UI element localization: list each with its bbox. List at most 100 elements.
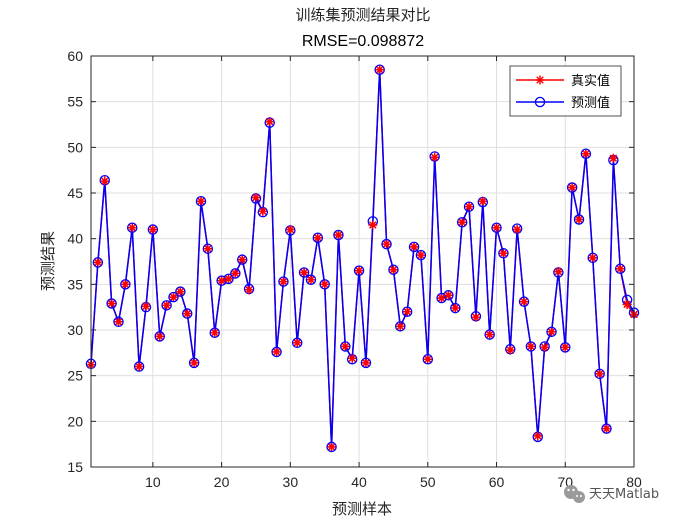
series-pred-point: [181, 308, 193, 319]
series-real-point-overlay: [320, 280, 329, 289]
series-pred-point: [147, 224, 159, 235]
series-real-point-overlay: [478, 197, 487, 206]
series-pred-point: [484, 329, 495, 340]
series-real-point-overlay: [458, 218, 467, 227]
series-pred-point: [326, 441, 337, 453]
series-real-point-overlay: [183, 309, 192, 318]
series-pred-point: [374, 64, 385, 75]
series-real-point-overlay: [375, 65, 384, 74]
series-real-point-overlay: [568, 183, 577, 192]
series-pred-point: [236, 254, 248, 265]
x-tick-label: 80: [626, 474, 642, 490]
series-pred-point: [106, 298, 117, 309]
series-real-point-overlay: [465, 202, 474, 211]
x-tick-label: 20: [214, 474, 230, 490]
watermark: 天天Matlab: [564, 485, 659, 503]
series-real-point-overlay: [437, 294, 446, 303]
series-real-point-overlay: [451, 304, 460, 313]
series-real-point-overlay: [492, 223, 501, 232]
series-pred-point: [566, 182, 578, 193]
series-pred-point: [353, 265, 365, 276]
legend-label-pred: 预测值: [571, 95, 610, 111]
series-real-point-overlay: [203, 244, 212, 253]
series-real-point-overlay: [499, 249, 508, 258]
series-real-point-overlay: [355, 266, 364, 275]
series-pred-point: [422, 353, 434, 365]
series-real-point-overlay: [513, 225, 522, 234]
plot-area: [91, 56, 634, 467]
series-real-point-overlay: [265, 117, 274, 126]
series-pred-point: [594, 368, 605, 380]
series-real-point-overlay: [231, 269, 240, 278]
series-pred-point: [305, 274, 317, 286]
series-pred-point: [450, 302, 461, 314]
series-pred-point: [126, 222, 138, 233]
x-tick-label: 30: [283, 474, 299, 490]
y-tick-label: 30: [67, 322, 83, 338]
legend-asterisk: [535, 75, 545, 85]
series-real-point-overlay: [616, 264, 625, 273]
y-tick-label: 50: [67, 139, 83, 155]
x-axis-label: 预测样本: [332, 500, 392, 518]
series-real-point-overlay: [588, 253, 597, 262]
y-tick-label: 45: [67, 185, 83, 201]
series-pred-point: [333, 229, 344, 241]
series-real-point-overlay: [416, 251, 425, 260]
series-real-point-overlay: [341, 342, 350, 351]
legend-marker-real: [535, 75, 545, 85]
chart-subtitle: RMSE=0.098872: [302, 33, 424, 50]
chart-title: 训练集预测结果对比: [295, 6, 430, 24]
series-pred-point: [580, 148, 592, 159]
series-real-point-overlay: [547, 327, 556, 336]
series-pred-point: [491, 222, 502, 233]
series-pred-point: [615, 263, 626, 275]
plot-frame: [90, 55, 635, 468]
series-real-point-overlay: [602, 424, 611, 433]
series-pred-point: [278, 276, 289, 287]
series-pred-point: [463, 201, 475, 212]
series-real-point-overlay: [595, 369, 604, 378]
series-real-point-overlay: [224, 274, 233, 283]
watermark-text: 天天Matlab: [589, 487, 659, 502]
series-pred-point: [381, 238, 392, 250]
series-pred-point: [209, 327, 220, 338]
series-pred-point: [498, 248, 509, 259]
y-axis-label: 预测结果: [39, 231, 57, 291]
series-real-point-overlay: [190, 358, 199, 367]
series-real-point-overlay: [196, 197, 205, 206]
x-tick-label: 10: [145, 474, 161, 490]
legend-label-real: 真实值: [571, 73, 610, 89]
series-real-point-overlay: [382, 240, 391, 249]
series-real-point-overlay: [327, 442, 336, 451]
series-real-point-overlay: [217, 276, 226, 285]
series-real-point-overlay: [238, 255, 247, 264]
y-tick-label: 15: [67, 459, 83, 475]
series-pred-point: [360, 357, 372, 369]
series-pred-point: [188, 357, 200, 369]
series-pred-point: [319, 279, 330, 290]
series-pred-point: [291, 337, 303, 349]
series-real-point-overlay: [423, 355, 432, 364]
y-tick-label: 40: [67, 231, 83, 247]
series-real-point-overlay: [300, 268, 309, 277]
series-real-point-overlay: [623, 300, 632, 309]
series-real-point-overlay: [575, 215, 584, 224]
series-pred-point: [92, 257, 104, 268]
y-tick-label: 25: [67, 368, 83, 384]
series-pred-point: [601, 423, 612, 434]
series-real-point-overlay: [444, 291, 453, 300]
series-real-point-overlay: [107, 299, 116, 308]
series-real-point-overlay: [272, 347, 281, 356]
series-real-point-overlay: [334, 231, 343, 240]
series-pred-point: [587, 252, 599, 264]
series-pred-point: [525, 341, 537, 352]
series-pred-point: [154, 331, 165, 342]
series-real-point-overlay: [93, 258, 102, 267]
series-pred-point: [340, 341, 351, 352]
series-real-point-overlay: [581, 149, 590, 158]
series-real-point-overlay: [169, 293, 178, 302]
series-real-point-overlay: [121, 280, 130, 289]
series-real-point-overlay: [396, 322, 405, 331]
series-real-point-overlay: [389, 265, 398, 274]
